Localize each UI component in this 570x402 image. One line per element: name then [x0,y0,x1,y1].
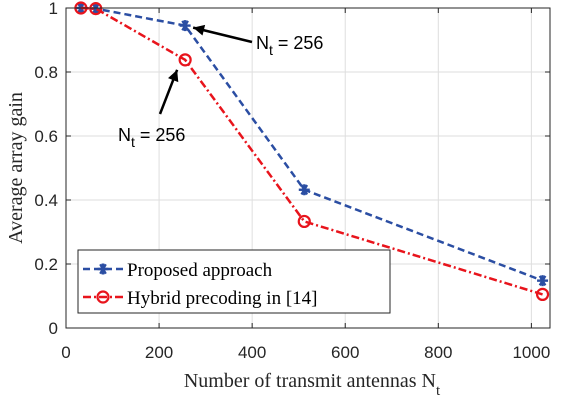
annotation-proposed: Nt = 256 [192,24,323,58]
annotation-subscript: t [131,134,135,150]
x-tick-label: 400 [238,343,266,362]
x-tick-label: 200 [145,343,173,362]
legend-label-proposed: Proposed approach [127,260,273,281]
legend-marker-proposed [97,263,109,275]
data-point [537,275,549,287]
y-tick-label: 0 [49,319,58,338]
data-point [89,2,103,16]
legend-item-hybrid: Hybrid precoding in [14] [83,288,317,309]
annotation-label: Nt = 256 [118,125,185,150]
legend-box [77,249,391,314]
x-axis-label-subscript: t [436,383,441,399]
data-point [297,214,311,229]
x-tick-label: 800 [424,343,452,362]
annotation-main: N [118,125,131,145]
y-tick-label: 1 [49,0,58,18]
annotation-main: N [256,33,269,53]
y-tick-label: 0.2 [34,255,58,274]
legend-item-proposed: Proposed approach [83,260,273,281]
legend: Proposed approach Hybrid precoding in [1… [77,249,391,314]
annotation-suffix: = 256 [273,33,324,53]
y-axis-label: Average array gain [5,92,27,244]
annotation-arrow-head [168,69,179,83]
annotation-suffix: = 256 [135,125,186,145]
legend-marker [96,290,110,304]
y-tick-label: 0.4 [34,191,58,210]
plot-frame [65,7,551,329]
y-tick-label: 0.6 [34,127,58,146]
x-tick-label: 1000 [512,343,550,362]
x-axis-label-main: Number of transmit antennas N [184,370,436,392]
data-point [298,184,310,196]
y-tick-label: 0.8 [34,63,58,82]
x-axis-label: Number of transmit antennas Nt [184,370,441,399]
annotation-subscript: t [269,42,273,58]
legend-marker-hybrid [96,290,110,304]
annotation-hybrid: Nt = 256 [118,69,185,150]
data-point [178,53,192,67]
annotation-arrow-head [193,24,206,36]
x-tick-label: 600 [331,343,359,362]
axis-ticks: 0 200 400 600 800 1000 0 0.2 0.4 0.6 0.8 1 [34,0,550,362]
data-point [179,20,191,32]
data-point [535,287,550,301]
x-tick-label: 0 [61,343,70,362]
series-line [80,6,543,296]
legend-label-hybrid: Hybrid precoding in [14] [127,288,317,309]
annotation-label: Nt = 256 [256,33,323,58]
legend-marker [97,263,109,275]
